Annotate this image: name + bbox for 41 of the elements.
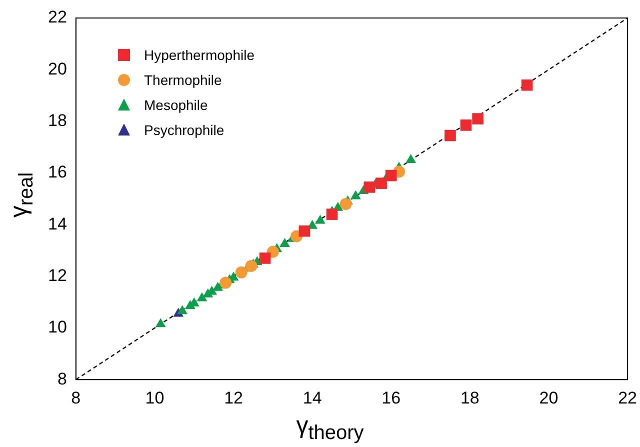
x-tick-label: 22 — [618, 388, 638, 408]
point — [315, 214, 326, 224]
point — [245, 260, 258, 272]
x-tick-label: 12 — [224, 388, 243, 408]
y-tick-label: 18 — [48, 111, 67, 130]
point — [280, 238, 290, 247]
point — [177, 305, 188, 314]
y-tick-label: 20 — [48, 59, 67, 78]
point — [364, 182, 376, 193]
legend-label: Hyperthermophile — [144, 46, 254, 62]
point — [385, 170, 397, 182]
x-tick-label: 16 — [382, 388, 401, 408]
point — [460, 120, 472, 131]
legend-label: Thermophile — [144, 72, 222, 88]
y-tick-label: 14 — [48, 214, 67, 234]
legend-label: Mesophile — [144, 96, 208, 112]
x-tick-label: 20 — [539, 388, 558, 408]
point — [350, 190, 361, 200]
x-axis-title: γ$_{theory}$ — [296, 412, 364, 445]
point — [521, 80, 533, 91]
x-tick-label: 14 — [302, 388, 322, 408]
point — [472, 113, 484, 124]
point — [155, 318, 166, 328]
point — [444, 130, 456, 142]
point — [259, 252, 271, 264]
y-tick-label: 10 — [48, 318, 67, 337]
point — [196, 292, 208, 302]
point — [220, 276, 232, 289]
point — [340, 198, 352, 210]
y-tick-label: 22 — [48, 8, 67, 27]
x-tick-label: 10 — [145, 388, 164, 408]
legend-label: Psychrophile — [144, 122, 224, 138]
point — [376, 178, 387, 189]
point — [235, 266, 248, 278]
y-tick-label: 8 — [57, 369, 67, 388]
point — [298, 225, 310, 237]
x-tick-label: 8 — [71, 388, 81, 408]
y-tick-label: 12 — [48, 266, 67, 285]
y-tick-label: 16 — [48, 162, 67, 182]
x-tick-label: 18 — [460, 388, 480, 408]
point — [406, 154, 416, 164]
